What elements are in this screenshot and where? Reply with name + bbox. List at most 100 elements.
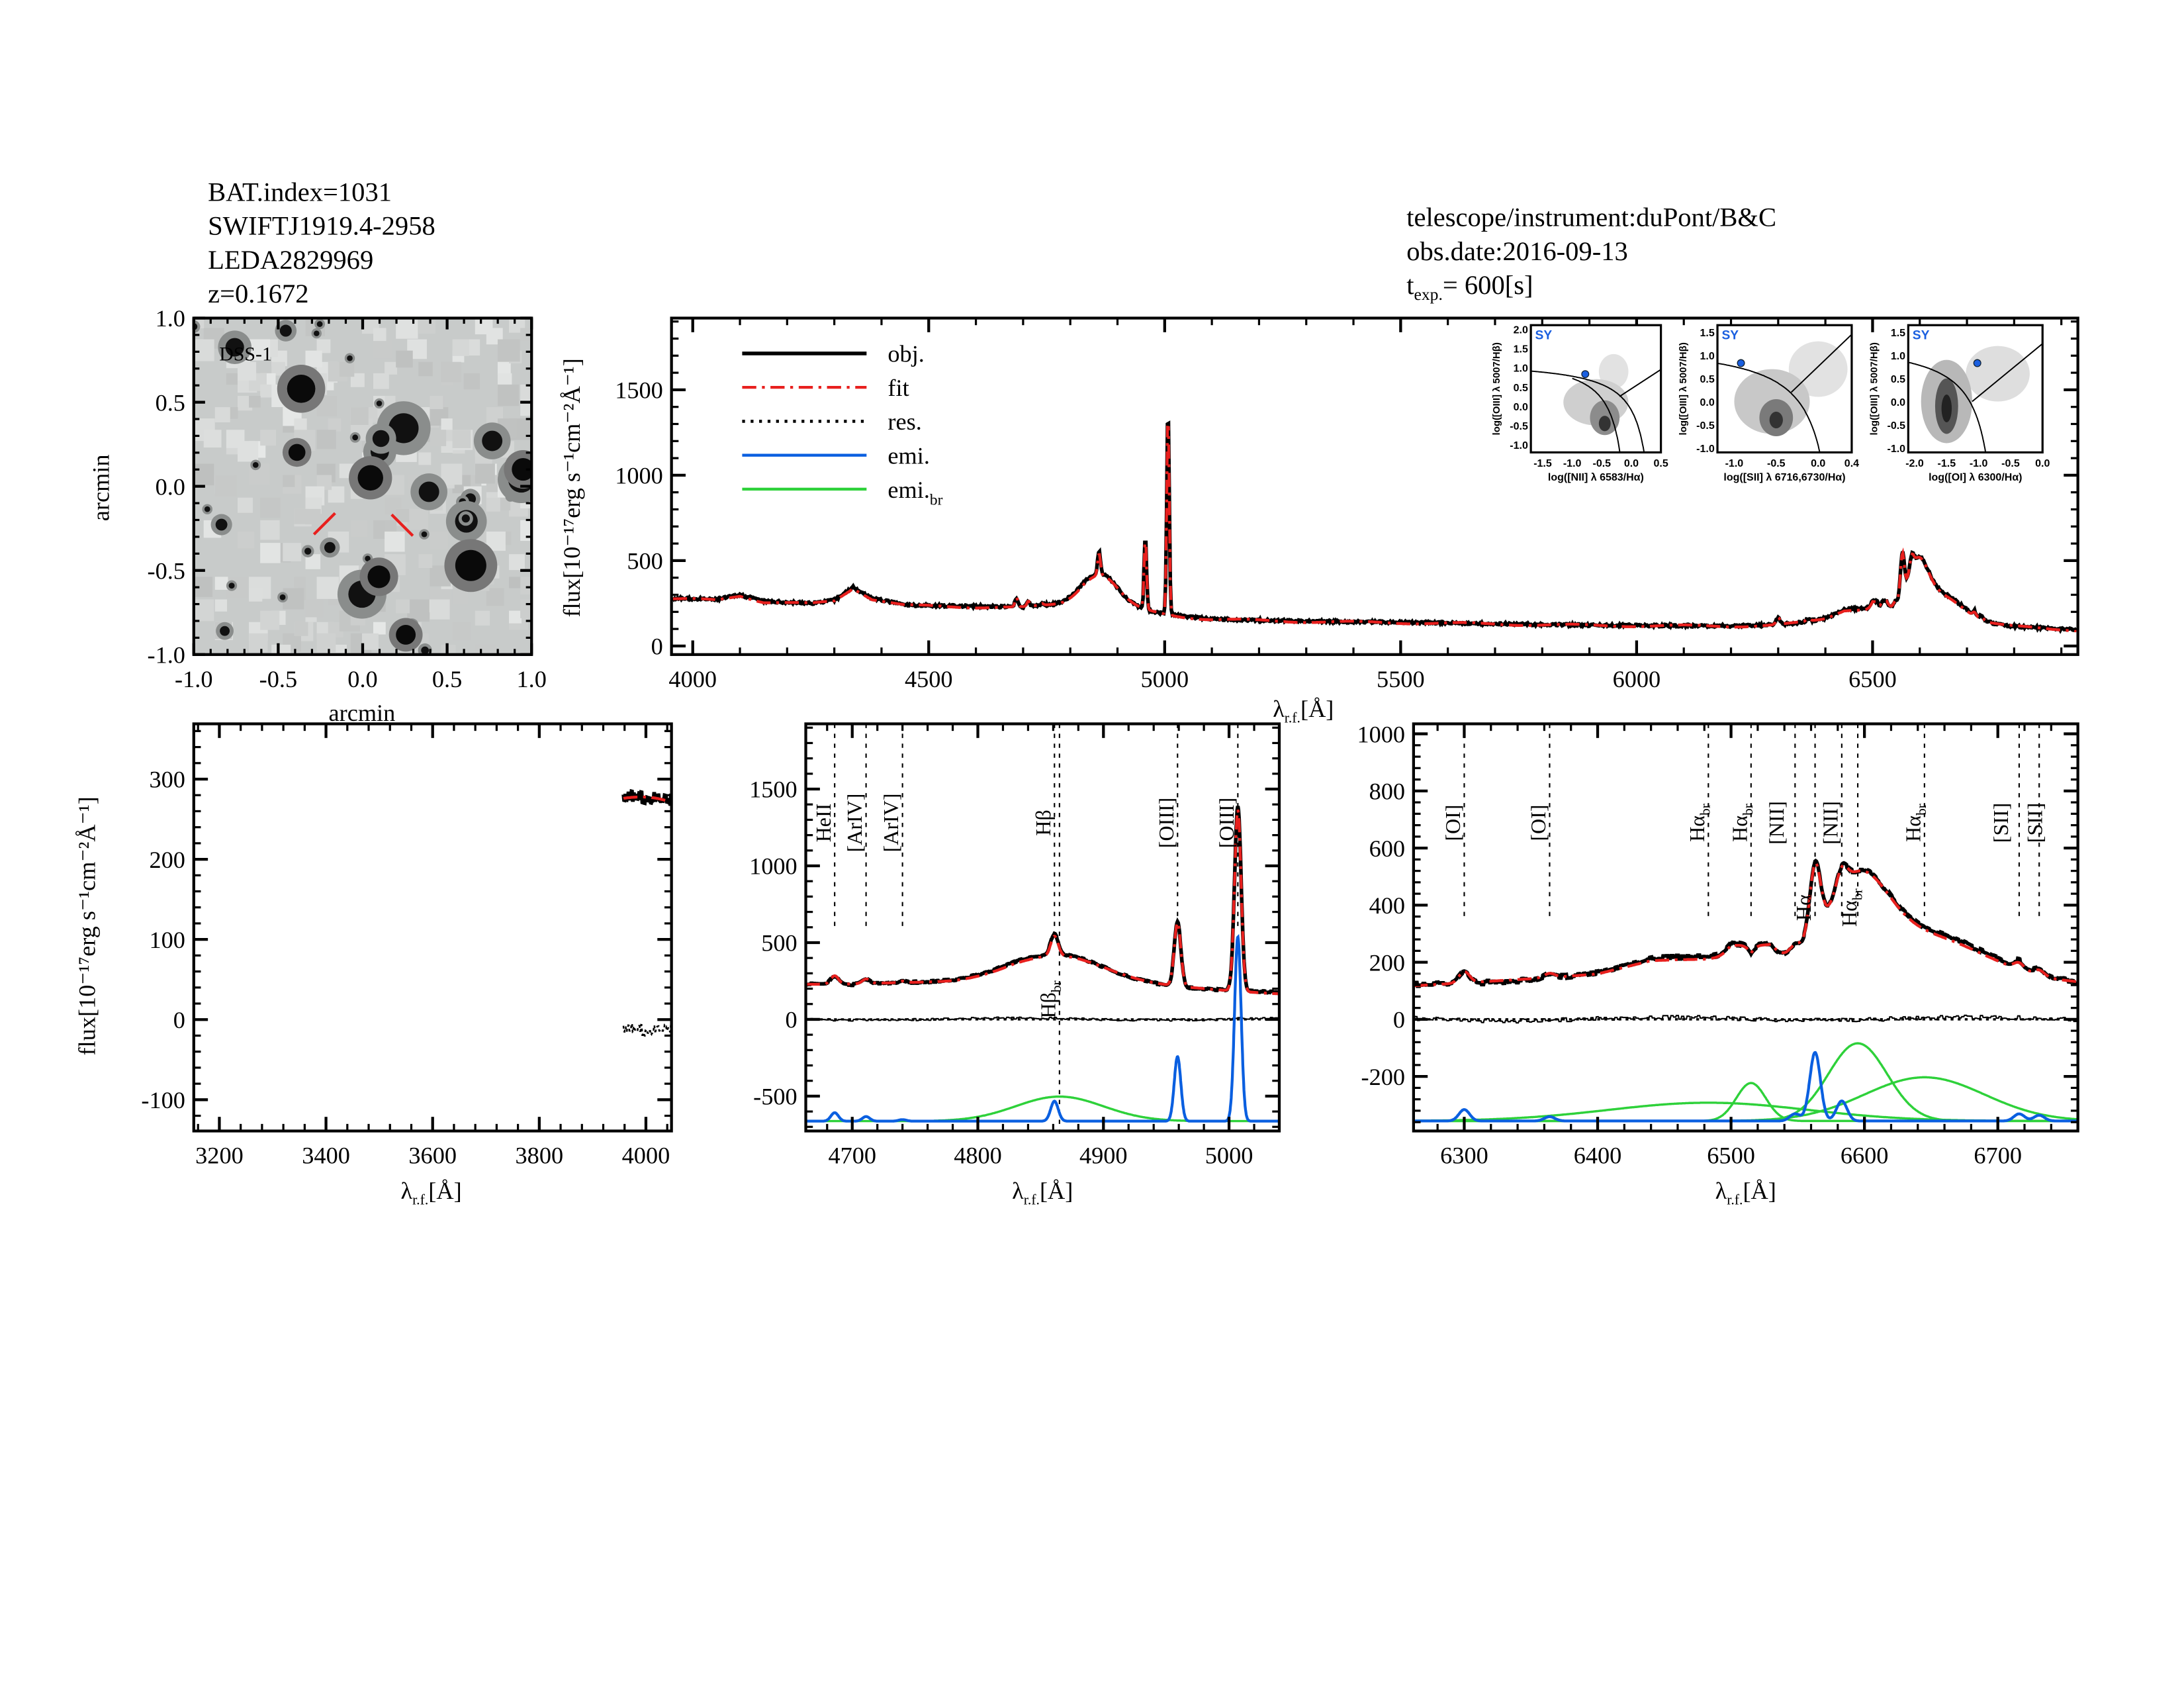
dss-panel-plot-area	[193, 318, 532, 655]
redshift: z=0.1672	[208, 279, 308, 308]
dss-pixel	[418, 554, 433, 569]
star	[225, 338, 244, 357]
y-tick-label: 1.0	[1514, 363, 1528, 375]
inset-frame	[1907, 324, 2044, 454]
y-tick-label: 0	[1393, 1007, 1405, 1033]
dss-pixel	[441, 463, 463, 485]
x-tick-label: 0.5	[1653, 458, 1668, 469]
telescope-instrument: telescope/instrument:duPont/B&C	[1406, 203, 1776, 232]
dss-pixel	[430, 532, 448, 550]
y-tick-label: -1.0	[1510, 440, 1528, 451]
y-tick-label: -1.0	[1888, 444, 1906, 455]
exposure-time: texp.= 600[s]	[1406, 270, 1533, 304]
y-tick-label: 400	[1369, 892, 1405, 919]
x-tick-label: 4700	[828, 1143, 876, 1169]
line-label: [OIII]	[1214, 798, 1238, 848]
y-tick-label: 2.0	[1514, 324, 1528, 336]
star	[482, 430, 503, 451]
dss-pixel	[271, 361, 285, 376]
dss-pixel	[396, 599, 410, 614]
line-label: [ArIV]	[879, 794, 903, 853]
source-point	[1973, 359, 1981, 367]
y-tick-label: 600	[1369, 835, 1405, 862]
axes-frame	[1412, 722, 2079, 1133]
star	[316, 321, 323, 327]
y-tick-label: -1.0	[147, 642, 185, 669]
dss-pixel	[260, 543, 281, 563]
x-tick-label: 6000	[1613, 666, 1661, 692]
star	[279, 324, 292, 337]
dss-pixel	[441, 361, 462, 383]
y-axis-label: arcmin	[88, 454, 114, 521]
x-axis-label: log([OI] λ 6300/Hα)	[1929, 472, 2022, 483]
bpt-inset-2: SY -1.0 -0.5 0.0 0.4 -1.0 -0.5 0.0 0.5 1.0 1.5 log(…	[1678, 324, 1859, 483]
residual-spectrum	[1413, 1014, 2078, 1024]
y-tick-label: 500	[761, 930, 797, 957]
line-label: [SII]	[2023, 803, 2046, 843]
swift-name: SWIFTJ1919.4-2958	[208, 211, 435, 241]
x-tick-label: 1.0	[517, 666, 547, 692]
line-label: Hβ	[1031, 810, 1055, 835]
dss-pixel	[260, 384, 273, 398]
halpha-panel-plot-area	[1413, 724, 2078, 1123]
y-axis-label: log([OIII] λ 5007/Hβ)	[1678, 342, 1689, 435]
line-label: [ArIV]	[842, 794, 866, 853]
star	[376, 400, 383, 406]
y-axis-label: flux[10⁻¹⁷erg s⁻¹cm⁻²Å⁻¹]	[73, 796, 100, 1055]
x-tick-label: 3800	[516, 1143, 564, 1169]
line-label: Hα	[1792, 894, 1815, 921]
dss-pixel	[294, 577, 306, 588]
source-point	[1581, 370, 1590, 379]
leda-name: LEDA2829969	[208, 245, 373, 275]
dss-pixel	[361, 633, 379, 650]
dss-pixel	[328, 418, 341, 432]
dss-pixel	[294, 418, 307, 432]
y-tick-label: 0	[786, 1007, 797, 1033]
line-label: [OI]	[1441, 804, 1465, 841]
legend-fit-label: fit	[887, 375, 909, 401]
y-axis-label: log([OIII] λ 5007/Hβ)	[1868, 342, 1880, 435]
dss-pixel	[316, 430, 336, 449]
dss-pixel	[373, 373, 389, 389]
dss-panel: -1.0 -0.5 0.0 0.5 1.0 -1.0 -0.5 0.0 0.5 1.0 DSS-1 a…	[88, 305, 547, 726]
y-tick-label: -0.5	[1696, 420, 1715, 432]
axes-frame	[670, 316, 2079, 656]
y-tick-label: 1500	[749, 776, 797, 803]
x-tick-label: 4500	[905, 666, 953, 692]
bright-star	[512, 457, 532, 481]
bpt-inset-3-plot-area	[1908, 325, 2043, 453]
dss-pixel	[237, 441, 259, 462]
y-tick-label: 1000	[1357, 721, 1405, 747]
y-tick-label: 0.5	[1514, 383, 1528, 394]
y-tick-label: 200	[150, 847, 185, 873]
dss-pixel	[497, 497, 511, 511]
y-tick-label: 1.5	[1891, 328, 1905, 339]
x-tick-label: -1.5	[1533, 458, 1552, 469]
residual-spectrum	[805, 1016, 1279, 1022]
dss-pixel	[407, 599, 430, 622]
obj-spectrum	[671, 420, 2077, 634]
y-tick-label: 300	[150, 767, 185, 793]
star	[388, 413, 419, 444]
bright-star	[287, 374, 316, 403]
dss-pixel	[305, 554, 321, 569]
x-tick-label: 0.0	[1624, 458, 1639, 469]
inset-frame	[1716, 324, 1853, 454]
star	[228, 583, 235, 589]
dss-pixel	[520, 577, 532, 595]
star	[215, 518, 228, 531]
x-tick-label: 0.4	[1844, 458, 1859, 469]
x-tick-label: -1.0	[175, 666, 212, 692]
axes-frame	[804, 722, 1281, 1133]
y-tick-label: 0.0	[1700, 397, 1715, 408]
dss-pixel	[373, 622, 386, 635]
x-tick-label: 0.0	[2035, 458, 2050, 469]
dss-pixel	[294, 622, 308, 636]
dss-pixel	[249, 588, 263, 602]
dss-pixel	[497, 339, 520, 362]
star	[418, 481, 439, 502]
broad-component	[1413, 1076, 2078, 1123]
density-contour	[1769, 411, 1783, 429]
dss-pixel	[350, 520, 367, 537]
x-tick-label: 3200	[195, 1143, 244, 1169]
